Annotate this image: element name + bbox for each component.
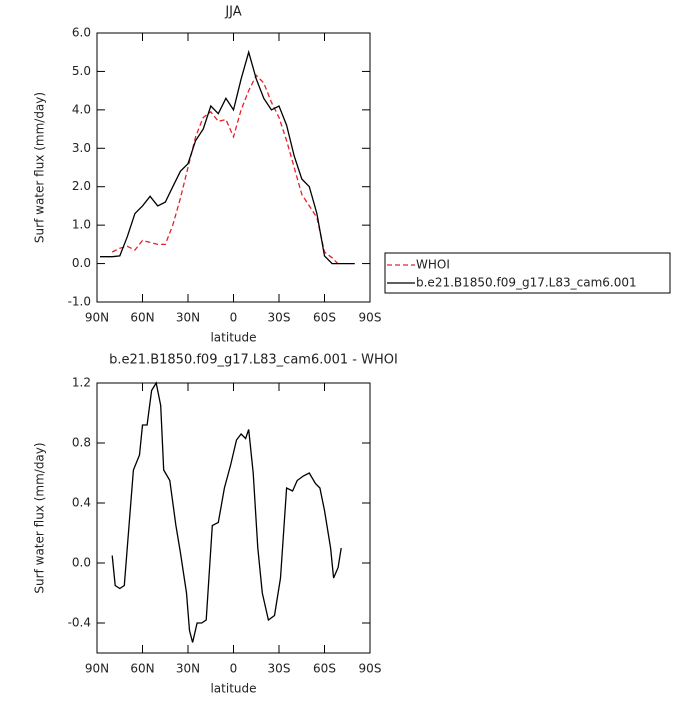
y-tick-label: 1.2 <box>72 376 91 390</box>
x-tick-label: 0 <box>230 311 238 325</box>
legend-label: b.e21.B1850.f09_g17.L83_cam6.001 <box>416 276 637 290</box>
y-tick-label: -0.4 <box>68 616 91 630</box>
y-tick-label: 4.0 <box>72 102 91 116</box>
x-tick-label: 90S <box>359 662 382 676</box>
x-tick-label: 60N <box>130 662 154 676</box>
x-tick-label: 30N <box>176 311 200 325</box>
y-tick-label: 3.0 <box>72 141 91 155</box>
x-tick-label: 0 <box>230 662 238 676</box>
data-line <box>100 49 355 265</box>
data-line <box>111 74 341 266</box>
x-tick-label: 30S <box>268 662 291 676</box>
chart-title: b.e21.B1850.f09_g17.L83_cam6.001 - WHOI <box>109 353 398 368</box>
x-axis-label: latitude <box>210 331 256 345</box>
y-tick-label: 5.0 <box>72 64 91 78</box>
y-tick-label: 0.4 <box>72 496 91 510</box>
y-axis-label: Surf water flux (mm/day) <box>33 442 47 593</box>
plot-frame <box>96 32 371 303</box>
x-tick-label: 30S <box>268 311 291 325</box>
x-tick-label: 60S <box>313 662 336 676</box>
y-tick-label: -1.0 <box>68 295 91 309</box>
y-axis-label: Surf water flux (mm/day) <box>33 92 47 243</box>
y-tick-label: 0.0 <box>72 256 91 270</box>
x-axis-label: latitude <box>210 682 256 696</box>
x-tick-label: 60S <box>313 311 336 325</box>
x-tick-label: 90N <box>85 311 109 325</box>
y-tick-label: 2.0 <box>72 179 91 193</box>
plot-frame <box>96 382 371 654</box>
y-tick-label: 6.0 <box>72 26 91 40</box>
x-tick-label: 60N <box>130 311 154 325</box>
x-tick-label: 90S <box>359 311 382 325</box>
x-tick-label: 30N <box>176 662 200 676</box>
y-tick-label: 1.0 <box>72 218 91 232</box>
data-line <box>111 381 342 643</box>
legend-box <box>384 252 671 294</box>
y-tick-label: 0.8 <box>72 436 91 450</box>
chart-title: JJA <box>224 5 241 20</box>
y-tick-label: 0.0 <box>72 556 91 570</box>
x-tick-label: 90N <box>85 662 109 676</box>
legend-label: WHOI <box>416 258 450 272</box>
